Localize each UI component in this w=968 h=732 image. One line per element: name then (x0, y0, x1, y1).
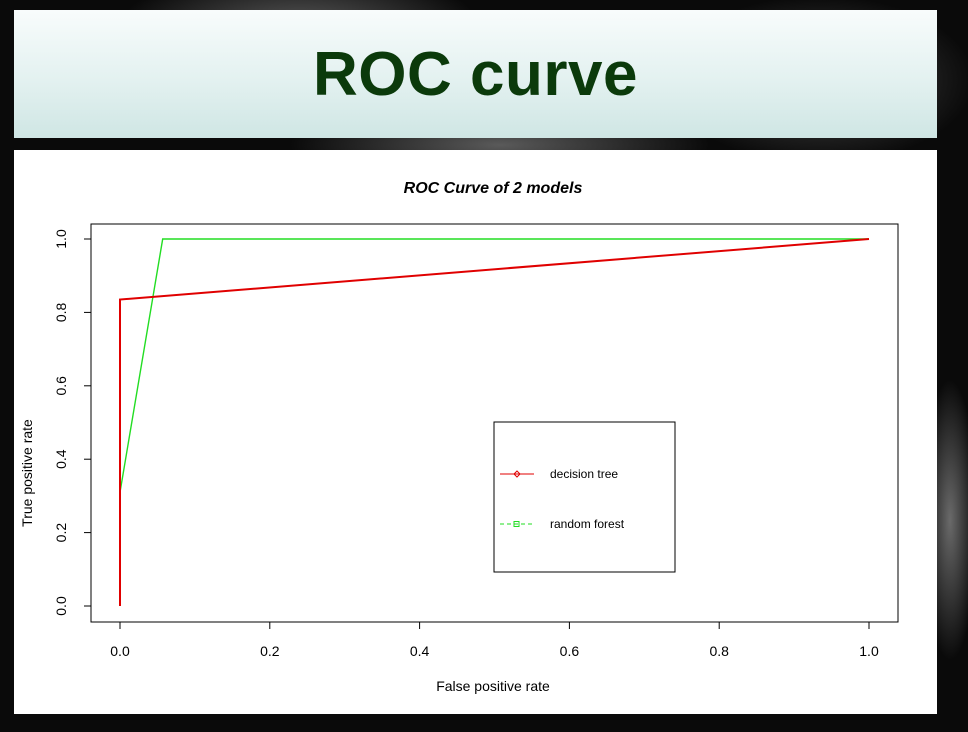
y-axis: 0.0 0.2 0.4 0.6 0.8 1.0 (53, 229, 91, 616)
x-tick-label: 0.8 (709, 643, 729, 659)
legend-decision-tree-marker (513, 470, 521, 478)
chart-title: ROC Curve of 2 models (404, 180, 583, 197)
y-tick-label: 0.4 (53, 449, 69, 469)
y-axis-label: True positive rate (19, 419, 35, 527)
y-tick-label: 0.8 (53, 302, 69, 322)
y-tick-label: 0.6 (53, 376, 69, 396)
x-axis-label: False positive rate (436, 678, 550, 694)
plot-frame (90, 223, 899, 623)
x-axis: 0.0 0.2 0.4 0.6 0.8 1.0 (110, 622, 879, 659)
legend-random-forest-label: random forest (550, 517, 625, 531)
roc-chart: ROC Curve of 2 models 0.0 0.2 0.4 0.6 0.8 1.0… (19, 180, 899, 694)
x-tick-label: 0.0 (110, 643, 130, 659)
random-forest-line (119, 238, 869, 493)
slide-title: ROC curve (313, 39, 638, 109)
x-tick-label: 1.0 (859, 643, 879, 659)
plot-panel: ROC Curve of 2 models 0.0 0.2 0.4 0.6 0.8 1.0… (14, 150, 937, 714)
legend-decision-tree-label: decision tree (550, 467, 618, 481)
x-tick-label: 0.4 (410, 643, 430, 659)
title-banner: ROC curve (14, 10, 937, 138)
x-tick-label: 0.2 (260, 643, 280, 659)
legend: decision tree random forest (493, 421, 676, 573)
x-tick-label: 0.6 (560, 643, 580, 659)
y-tick-label: 0.0 (53, 596, 69, 616)
y-tick-label: 1.0 (53, 229, 69, 249)
series-layer (119, 238, 870, 606)
legend-box (493, 421, 676, 573)
legend-random-forest-marker (513, 521, 520, 527)
decision-tree-line (119, 238, 870, 606)
y-tick-label: 0.2 (53, 523, 69, 543)
